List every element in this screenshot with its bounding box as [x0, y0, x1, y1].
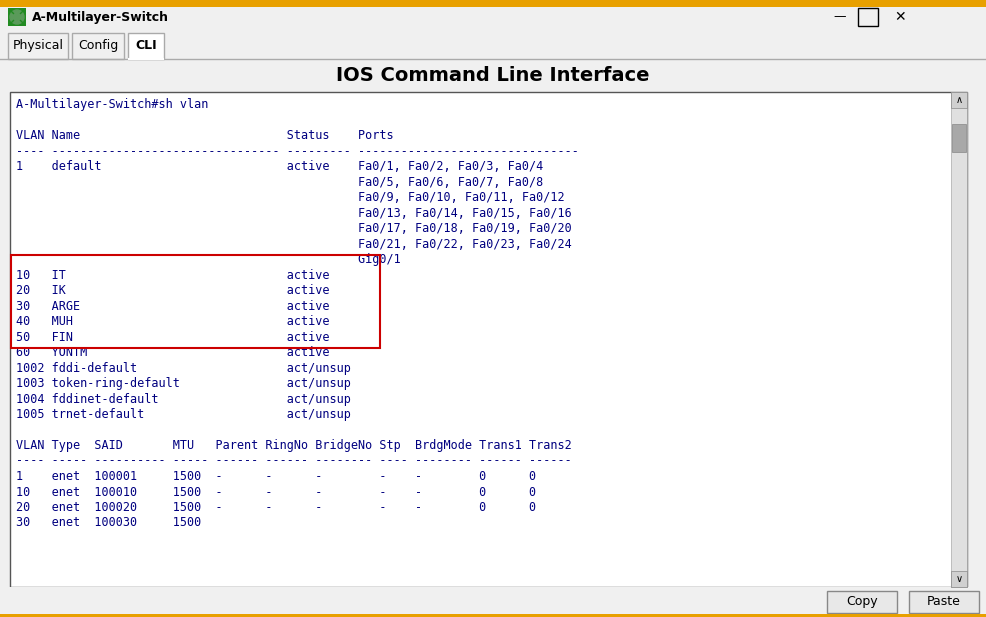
Bar — [857, 8, 878, 26]
Text: Config: Config — [78, 38, 118, 51]
Text: Gig0/1: Gig0/1 — [16, 253, 400, 266]
Bar — [72, 33, 124, 59]
Text: ∨: ∨ — [954, 574, 961, 584]
Text: 1    enet  100001     1500  -      -      -        -    -        0      0: 1 enet 100001 1500 - - - - - 0 0 — [16, 470, 535, 483]
Text: Fa0/13, Fa0/14, Fa0/15, Fa0/16: Fa0/13, Fa0/14, Fa0/15, Fa0/16 — [16, 207, 571, 220]
Text: Physical: Physical — [13, 38, 63, 51]
Text: Fa0/21, Fa0/22, Fa0/23, Fa0/24: Fa0/21, Fa0/22, Fa0/23, Fa0/24 — [16, 238, 571, 251]
Bar — [908, 591, 978, 613]
Bar — [11, 255, 380, 349]
Bar — [0, 5, 986, 32]
Text: A-Multilayer-Switch: A-Multilayer-Switch — [32, 10, 169, 23]
Bar — [951, 124, 965, 152]
Text: 1005 trnet-default                    act/unsup: 1005 trnet-default act/unsup — [16, 408, 350, 421]
Bar — [0, 614, 986, 617]
Text: —: — — [833, 10, 845, 23]
Text: 40   MUH                              active: 40 MUH active — [16, 315, 329, 328]
Bar — [0, 60, 986, 90]
Text: 30   ARGE                             active: 30 ARGE active — [16, 299, 329, 312]
Text: ∧: ∧ — [954, 95, 961, 105]
Text: CLI: CLI — [135, 38, 157, 51]
Text: 1004 fddinet-default                  act/unsup: 1004 fddinet-default act/unsup — [16, 392, 350, 405]
Bar — [951, 92, 966, 108]
Text: A-Multilayer-Switch#sh vlan: A-Multilayer-Switch#sh vlan — [16, 98, 208, 111]
Bar — [8, 8, 26, 26]
Circle shape — [10, 10, 24, 24]
Text: 1003 token-ring-default               act/unsup: 1003 token-ring-default act/unsup — [16, 377, 350, 390]
Bar — [951, 571, 966, 587]
Text: 50   FIN                              active: 50 FIN active — [16, 331, 329, 344]
Bar — [0, 0, 986, 7]
Text: 10   IT                               active: 10 IT active — [16, 268, 329, 281]
Text: ✕: ✕ — [893, 10, 905, 24]
Text: 20   enet  100020     1500  -      -      -        -    -        0      0: 20 enet 100020 1500 - - - - - 0 0 — [16, 501, 535, 514]
Text: IOS Command Line Interface: IOS Command Line Interface — [336, 65, 649, 85]
Text: 60   YONTM                            active: 60 YONTM active — [16, 346, 329, 359]
Text: 1002 fddi-default                     act/unsup: 1002 fddi-default act/unsup — [16, 362, 350, 375]
Text: 30   enet  100030     1500: 30 enet 100030 1500 — [16, 516, 201, 529]
Text: VLAN Type  SAID       MTU   Parent RingNo BridgeNo Stp  BrdgMode Trans1 Trans2: VLAN Type SAID MTU Parent RingNo BridgeN… — [16, 439, 571, 452]
Text: 20   IK                               active: 20 IK active — [16, 284, 329, 297]
Text: Fa0/17, Fa0/18, Fa0/19, Fa0/20: Fa0/17, Fa0/18, Fa0/19, Fa0/20 — [16, 222, 571, 235]
Bar — [8, 33, 68, 59]
Text: Fa0/9, Fa0/10, Fa0/11, Fa0/12: Fa0/9, Fa0/10, Fa0/11, Fa0/12 — [16, 191, 564, 204]
Text: Paste: Paste — [926, 595, 960, 608]
Text: Copy: Copy — [845, 595, 877, 608]
Text: 10   enet  100010     1500  -      -      -        -    -        0      0: 10 enet 100010 1500 - - - - - 0 0 — [16, 486, 535, 499]
Bar — [0, 32, 986, 60]
Text: ---- ----- ---------- ----- ------ ------ -------- ---- -------- ------ ------: ---- ----- ---------- ----- ------ -----… — [16, 455, 571, 468]
Bar — [826, 591, 896, 613]
Bar — [10, 92, 966, 587]
Text: 1    default                          active    Fa0/1, Fa0/2, Fa0/3, Fa0/4: 1 default active Fa0/1, Fa0/2, Fa0/3, Fa… — [16, 160, 542, 173]
Bar — [0, 587, 986, 617]
Text: Fa0/5, Fa0/6, Fa0/7, Fa0/8: Fa0/5, Fa0/6, Fa0/7, Fa0/8 — [16, 175, 542, 189]
Bar — [951, 92, 966, 587]
Bar — [128, 33, 164, 59]
Text: ---- -------------------------------- --------- -------------------------------: ---- -------------------------------- --… — [16, 144, 578, 157]
Text: VLAN Name                             Status    Ports: VLAN Name Status Ports — [16, 129, 393, 142]
